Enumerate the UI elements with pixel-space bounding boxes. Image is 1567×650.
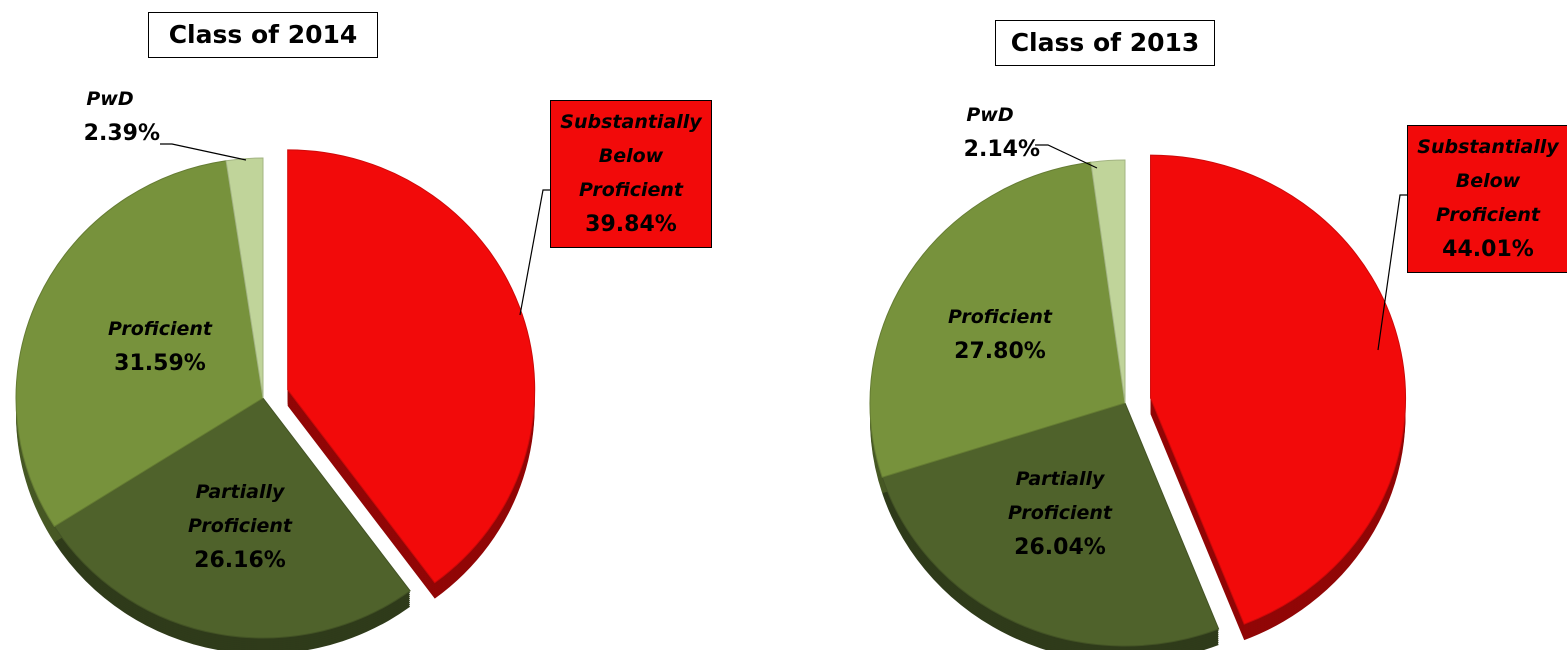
slice [225, 157, 264, 399]
label-value: 44.01% [1442, 237, 1534, 262]
label-name: Substantially Below Proficient [1417, 136, 1559, 226]
data-label: Substantially Below Proficient 39.84% [550, 100, 712, 248]
label-name: PwD [966, 104, 1014, 126]
label-value: 39.84% [585, 212, 677, 237]
chart-title: Class of 2014 [148, 12, 378, 58]
label-value: 26.04% [1014, 535, 1106, 560]
label-name: Proficient [108, 318, 212, 340]
slice [287, 149, 536, 584]
slice [869, 161, 1126, 478]
leader-line [1035, 144, 1098, 169]
label-name: PwD [86, 88, 134, 110]
data-label: PwD 2.14% [940, 98, 1040, 168]
label-value: 2.14% [963, 137, 1040, 162]
data-label: Proficient 31.59% [90, 312, 230, 382]
data-label: Substantially Below Proficient 44.01% [1407, 125, 1567, 273]
label-value: 26.16% [194, 548, 286, 573]
label-name: Proficient [948, 306, 1052, 328]
slice [881, 402, 1220, 647]
data-label: Proficient 27.80% [930, 300, 1070, 370]
slice [1150, 154, 1407, 625]
leader-line [1377, 194, 1407, 351]
chart-title: Class of 2013 [995, 20, 1215, 66]
label-name: Substantially Below Proficient [560, 111, 702, 201]
label-value: 27.80% [954, 339, 1046, 364]
data-label: PwD 2.39% [60, 82, 160, 152]
slice [53, 397, 411, 639]
slice [1090, 159, 1126, 404]
data-label: Partially Proficient 26.04% [970, 462, 1150, 566]
slice [15, 160, 264, 528]
leader-line [519, 189, 552, 316]
data-label: Partially Proficient 26.16% [150, 475, 330, 579]
leader-line [160, 143, 247, 161]
label-name: Partially Proficient [188, 481, 292, 537]
label-name: Partially Proficient [1008, 468, 1112, 524]
label-value: 2.39% [83, 121, 160, 146]
label-value: 31.59% [114, 351, 206, 376]
